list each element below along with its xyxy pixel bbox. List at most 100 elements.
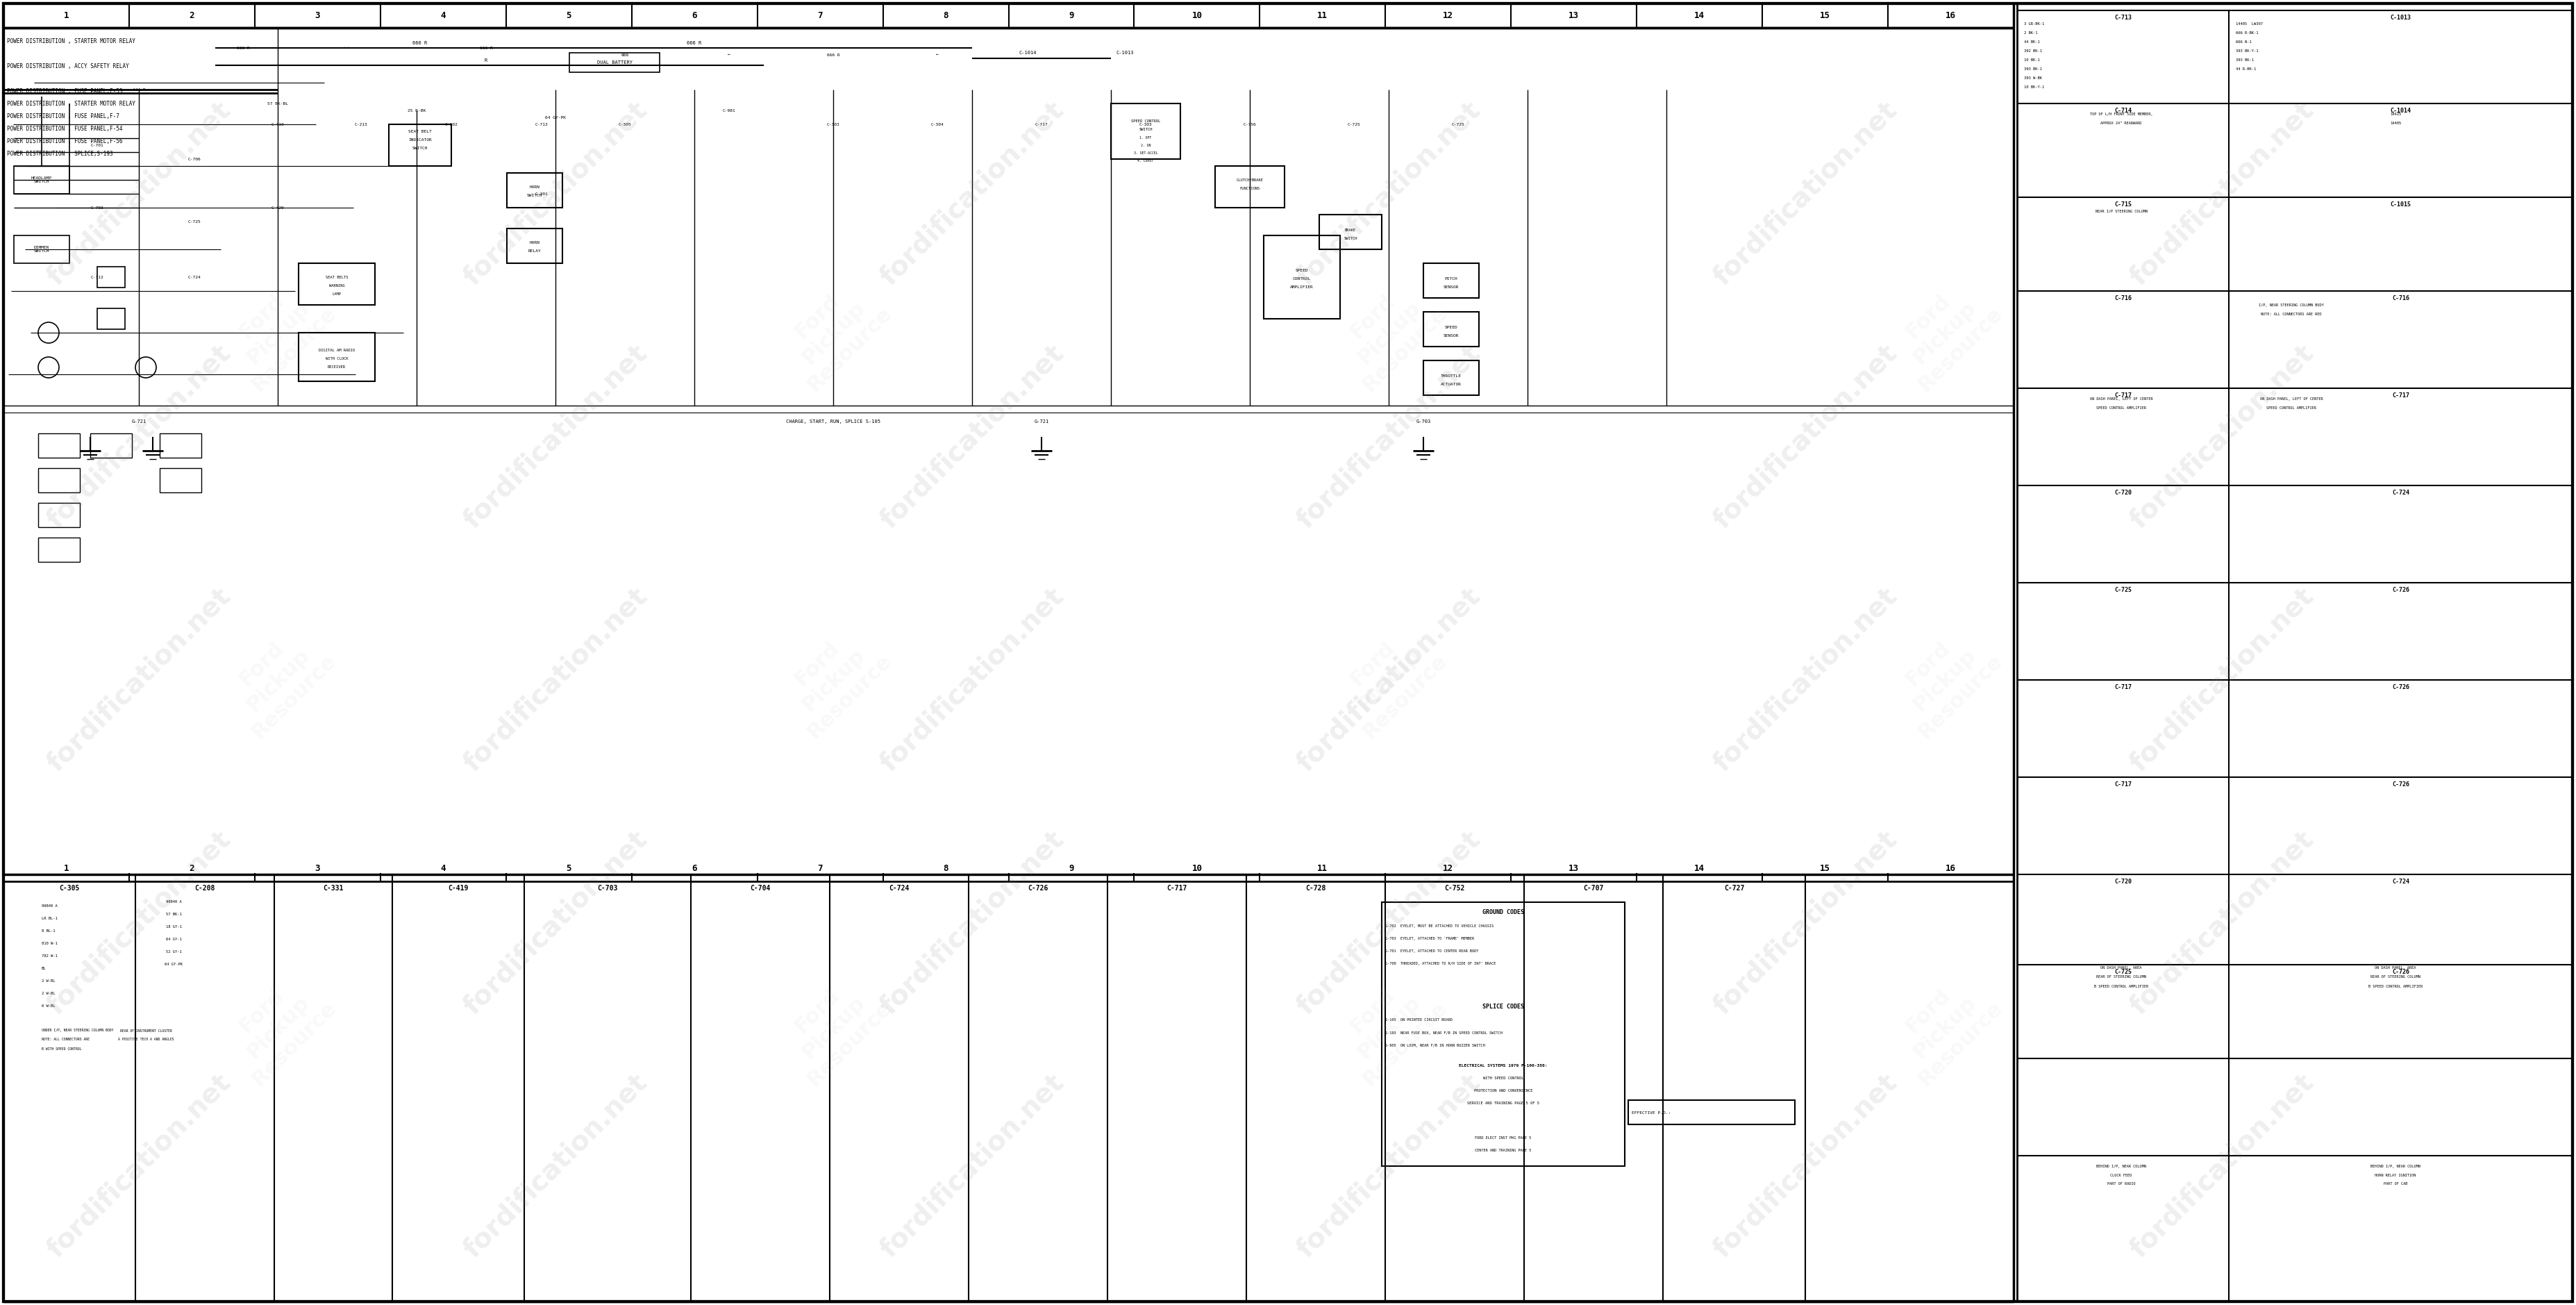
Text: POWER DISTRIBUTION , FUSE PANEL,F-54: POWER DISTRIBUTION , FUSE PANEL,F-54 (8, 125, 124, 132)
Text: 1: 1 (64, 864, 70, 873)
Text: 1: 1 (64, 10, 70, 20)
Text: C-213: C-213 (355, 123, 368, 127)
Text: C-712: C-712 (90, 275, 103, 279)
Text: C-704: C-704 (750, 885, 770, 891)
Text: INDICATOR: INDICATOR (410, 138, 433, 141)
Text: C-303: C-303 (1139, 123, 1151, 127)
Text: 3 GR-BK-1: 3 GR-BK-1 (2025, 22, 2045, 25)
Text: fordification.net: fordification.net (2125, 583, 2318, 776)
Text: 7: 7 (817, 10, 822, 20)
Text: C-726: C-726 (2393, 684, 2409, 690)
Text: fordification.net: fordification.net (1293, 1069, 1486, 1263)
Text: 8: 8 (943, 10, 948, 20)
Text: 4: 4 (440, 864, 446, 873)
Text: CHARGE, START, RUN, SPLICE S-105: CHARGE, START, RUN, SPLICE S-105 (786, 419, 881, 424)
Text: fordification.net: fordification.net (459, 341, 652, 534)
Bar (39, 538, 80, 562)
Text: DUAL BATTERY: DUAL BATTERY (598, 60, 631, 64)
Text: Ford
Pickup
Resource: Ford Pickup Resource (770, 964, 896, 1090)
Text: C-724: C-724 (889, 885, 909, 891)
Text: fordification.net: fordification.net (876, 583, 1069, 776)
Text: B SPEED CONTROL AMPLIFIER: B SPEED CONTROL AMPLIFIER (2367, 984, 2421, 988)
Text: NOTE: ALL CONNECTORS ARE RED: NOTE: ALL CONNECTORS ARE RED (2262, 312, 2321, 316)
Text: G-701  EYELET, ATTACHED TO CENTER REAR BODY: G-701 EYELET, ATTACHED TO CENTER REAR BO… (1386, 950, 1479, 953)
Text: B WITH SPEED CONTROL: B WITH SPEED CONTROL (41, 1047, 82, 1051)
Text: C-1014: C-1014 (2391, 107, 2411, 114)
Text: fordification.net: fordification.net (459, 826, 652, 1019)
Text: Ford
Pickup
Resource: Ford Pickup Resource (770, 270, 896, 395)
Text: C-728: C-728 (1306, 885, 1327, 891)
Text: fordification.net: fordification.net (2125, 341, 2318, 534)
Text: fordification.net: fordification.net (1708, 97, 1901, 291)
Bar (1319, 214, 1381, 249)
Bar (1216, 166, 1285, 207)
Text: C-703: C-703 (598, 885, 618, 891)
Text: fordification.net: fordification.net (1293, 826, 1486, 1019)
Text: 44 BK-1: 44 BK-1 (2025, 40, 2040, 43)
Text: fordification.net: fordification.net (2125, 1069, 2318, 1263)
Bar (299, 264, 376, 305)
Text: SPEED: SPEED (1445, 325, 1458, 329)
Text: 666: 666 (621, 54, 629, 56)
Text: C-302: C-302 (446, 123, 459, 127)
Bar (1381, 902, 1625, 1167)
Text: BRAKE: BRAKE (1345, 228, 1355, 231)
Text: fordification.net: fordification.net (2125, 826, 2318, 1019)
Text: fordification.net: fordification.net (1708, 583, 1901, 776)
Text: C-703: C-703 (90, 206, 103, 209)
Text: DIMMER
SWITCH: DIMMER SWITCH (33, 245, 49, 253)
Text: PITCH: PITCH (1445, 277, 1458, 281)
Text: C-725: C-725 (2115, 968, 2130, 975)
Text: 18 GY-1: 18 GY-1 (165, 925, 180, 929)
Bar (90, 433, 131, 458)
Text: SPEED: SPEED (1296, 269, 1309, 271)
Text: fordification.net: fordification.net (41, 97, 234, 291)
Text: CLUTCH/BRAKE: CLUTCH/BRAKE (1236, 179, 1262, 181)
Text: SENSOR: SENSOR (1443, 334, 1458, 337)
Text: FORD ELECT INST PKG PAGE 5: FORD ELECT INST PKG PAGE 5 (1476, 1137, 1533, 1141)
Text: 99840 A: 99840 A (41, 904, 57, 907)
Text: 810 W-1: 810 W-1 (41, 941, 57, 945)
Text: Ford
Pickup
Resource: Ford Pickup Resource (216, 617, 340, 743)
Text: RELAY: RELAY (528, 249, 541, 252)
Text: fordification.net: fordification.net (876, 583, 1069, 776)
Text: REAR OF INSTRUMENT CLUSTER: REAR OF INSTRUMENT CLUSTER (121, 1028, 173, 1032)
Text: SEAT BELTS: SEAT BELTS (325, 275, 348, 279)
Text: Ford
Pickup
Resource: Ford Pickup Resource (1327, 270, 1450, 395)
Text: 444 R: 444 R (131, 87, 144, 91)
Text: RECEIVER: RECEIVER (327, 365, 345, 368)
Text: 666 R-BK-1: 666 R-BK-1 (2236, 31, 2259, 34)
Text: C-717: C-717 (2115, 780, 2130, 787)
Text: 64 GY-PK: 64 GY-PK (165, 963, 183, 967)
Text: 5: 5 (567, 864, 572, 873)
Bar (569, 52, 659, 72)
Bar (160, 433, 201, 458)
Text: 2 BK-1: 2 BK-1 (2025, 31, 2038, 34)
Text: CONTROL: CONTROL (1293, 277, 1311, 281)
Text: C-717: C-717 (1167, 885, 1188, 891)
Text: fordification.net: fordification.net (2125, 1069, 2318, 1263)
Text: C-331: C-331 (322, 885, 343, 891)
Text: 11: 11 (1316, 864, 1327, 873)
Text: EFFECTIVE P.O.:: EFFECTIVE P.O.: (1631, 1112, 1672, 1114)
Text: POWER DISTRIBUTION , ACCY SAFETY RELAY: POWER DISTRIBUTION , ACCY SAFETY RELAY (8, 63, 129, 69)
Text: C-1015: C-1015 (2391, 201, 2411, 207)
Text: C-420: C-420 (270, 206, 283, 209)
Text: C-725: C-725 (1347, 123, 1360, 127)
Bar (39, 502, 80, 527)
Text: THROTTLE: THROTTLE (1440, 375, 1461, 377)
Text: APPROX 24" REARWARD: APPROX 24" REARWARD (2099, 121, 2141, 125)
Text: 3: 3 (314, 10, 319, 20)
Text: SWITCH: SWITCH (528, 193, 544, 197)
Text: I/P, NEAR STEERING COLUMN BODY: I/P, NEAR STEERING COLUMN BODY (2259, 303, 2324, 307)
Text: WITH SPEED CONTROL: WITH SPEED CONTROL (1484, 1077, 1522, 1079)
Text: fordification.net: fordification.net (41, 583, 234, 776)
Text: ON DASH PANEL, LEFT OF CENTER: ON DASH PANEL, LEFT OF CENTER (2089, 397, 2154, 401)
Text: C-303: C-303 (827, 123, 840, 127)
Text: 2: 2 (188, 10, 196, 20)
Text: fordification.net: fordification.net (459, 583, 652, 776)
Text: 393 BK-1: 393 BK-1 (2236, 57, 2254, 61)
Text: C-725: C-725 (188, 219, 201, 223)
Text: fordification.net: fordification.net (1708, 341, 1901, 534)
Bar (2017, 4, 2573, 1301)
